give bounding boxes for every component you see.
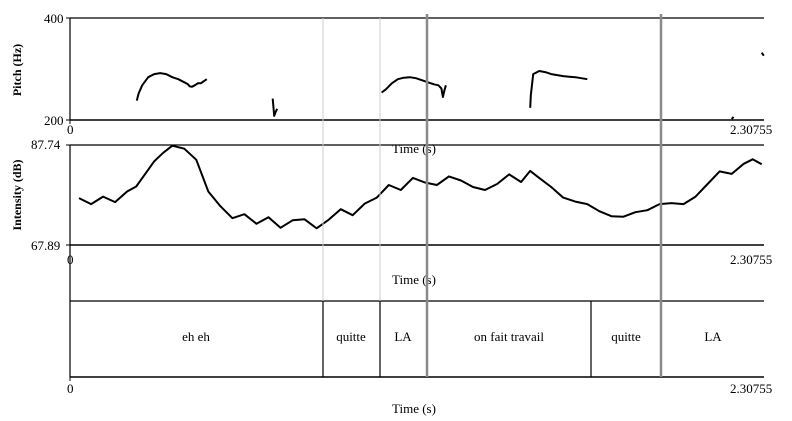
pitch-ytick-label-top: 400 [44,11,64,26]
segment-label: LA [394,329,412,344]
tier-x-axis-title: Time (s) [392,401,436,416]
intensity-contour [78,144,763,230]
segment-label: on fait travail [474,329,544,344]
intensity-series-0 [78,144,763,230]
segment-label: quitte [336,329,366,344]
intensity-x-axis-title: Time (s) [392,272,436,287]
pitch-contour [135,52,765,120]
intensity-ytick-label-top: 87.74 [31,137,61,152]
intensity-xtick-label-right: 2.30755 [730,252,772,267]
pitch-y-axis-title: Pitch (Hz) [10,44,24,96]
pitch-series-5 [760,52,765,57]
segment-label: quitte [611,329,641,344]
pitch-ytick-label-bottom: 200 [44,113,64,128]
boundary-markers [425,14,663,377]
tier-xtick-label-left: 0 [67,381,74,396]
pitch-panel: 400 200 0 2.30755 Time (s) Pitch (Hz) [10,11,772,156]
pitch-series-0 [135,72,208,101]
pitch-series-3 [529,70,588,108]
textgrid-tier: eh eh quitte LA on fait travail quitte L… [67,18,772,416]
tier-xtick-label-right: 2.30755 [730,381,772,396]
pitch-series-2 [381,76,447,98]
pitch-series-4 [730,116,735,120]
segment-label: eh eh [182,329,210,344]
pitch-xtick-label-right: 2.30755 [730,122,772,137]
intensity-ytick-label-bottom: 67.89 [31,238,60,253]
pitch-series-1 [271,98,279,117]
intensity-y-axis-title: Intensity (dB) [10,159,24,230]
segment-label: LA [704,329,722,344]
pitch-x-axis-title: Time (s) [392,141,436,156]
tier-boundaries [322,18,592,377]
intensity-panel: 87.74 67.89 0 2.30755 Time (s) Intensity… [10,137,772,287]
pitch-xtick-label-left: 0 [67,122,74,137]
